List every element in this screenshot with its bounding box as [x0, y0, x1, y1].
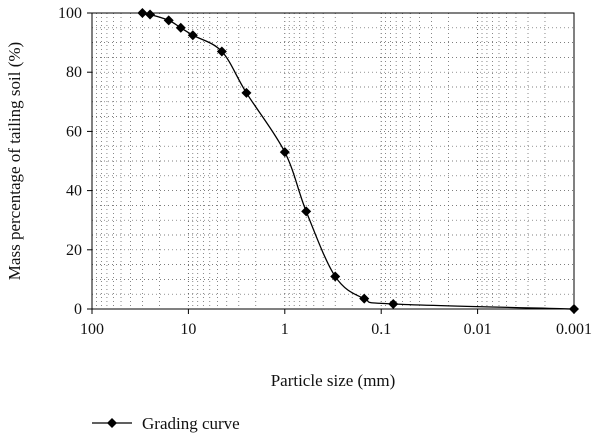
data-point-marker — [241, 87, 252, 98]
data-point-marker — [301, 206, 312, 217]
legend: Grading curve — [92, 414, 240, 433]
plot-frame — [91, 12, 575, 310]
data-point-marker — [279, 147, 290, 158]
y-tick-label: 100 — [58, 5, 82, 22]
y-tick-label: 40 — [66, 183, 82, 200]
grid — [92, 13, 574, 309]
y-tick-label: 0 — [74, 301, 82, 318]
tick-labels: 100 10 1 0.1 0.01 0.001 0 20 40 60 80 100 — [58, 5, 592, 338]
x-axis-title: Particle size (mm) — [271, 371, 396, 390]
x-tick-label: 10 — [180, 321, 196, 338]
legend-label: Grading curve — [142, 414, 240, 433]
y-tick-label: 80 — [66, 64, 82, 81]
y-tick-label: 60 — [66, 123, 82, 140]
data-point-marker — [330, 271, 341, 282]
data-point-marker — [187, 30, 198, 41]
data-point-marker — [145, 9, 156, 20]
x-tick-label: 1 — [281, 321, 289, 338]
x-tick-label: 100 — [80, 321, 104, 338]
data-point-marker — [388, 298, 399, 309]
data-point-marker — [175, 22, 186, 33]
data-point-marker — [359, 293, 370, 304]
grading-curve-line — [142, 12, 575, 310]
legend-diamond-marker — [107, 418, 117, 428]
series-layer — [137, 8, 579, 314]
x-tick-label: 0.1 — [371, 321, 391, 338]
x-tick-label: 0.01 — [464, 321, 492, 338]
data-point-marker — [216, 46, 227, 57]
data-point-marker — [137, 8, 148, 18]
data-point-marker — [569, 304, 579, 314]
y-tick-label: 20 — [66, 242, 82, 259]
axis-ticks — [87, 12, 575, 314]
y-axis-title: Mass percentage of tailing soil (%) — [5, 42, 24, 280]
x-tick-label: 0.001 — [556, 321, 592, 338]
data-point-marker — [163, 15, 174, 26]
